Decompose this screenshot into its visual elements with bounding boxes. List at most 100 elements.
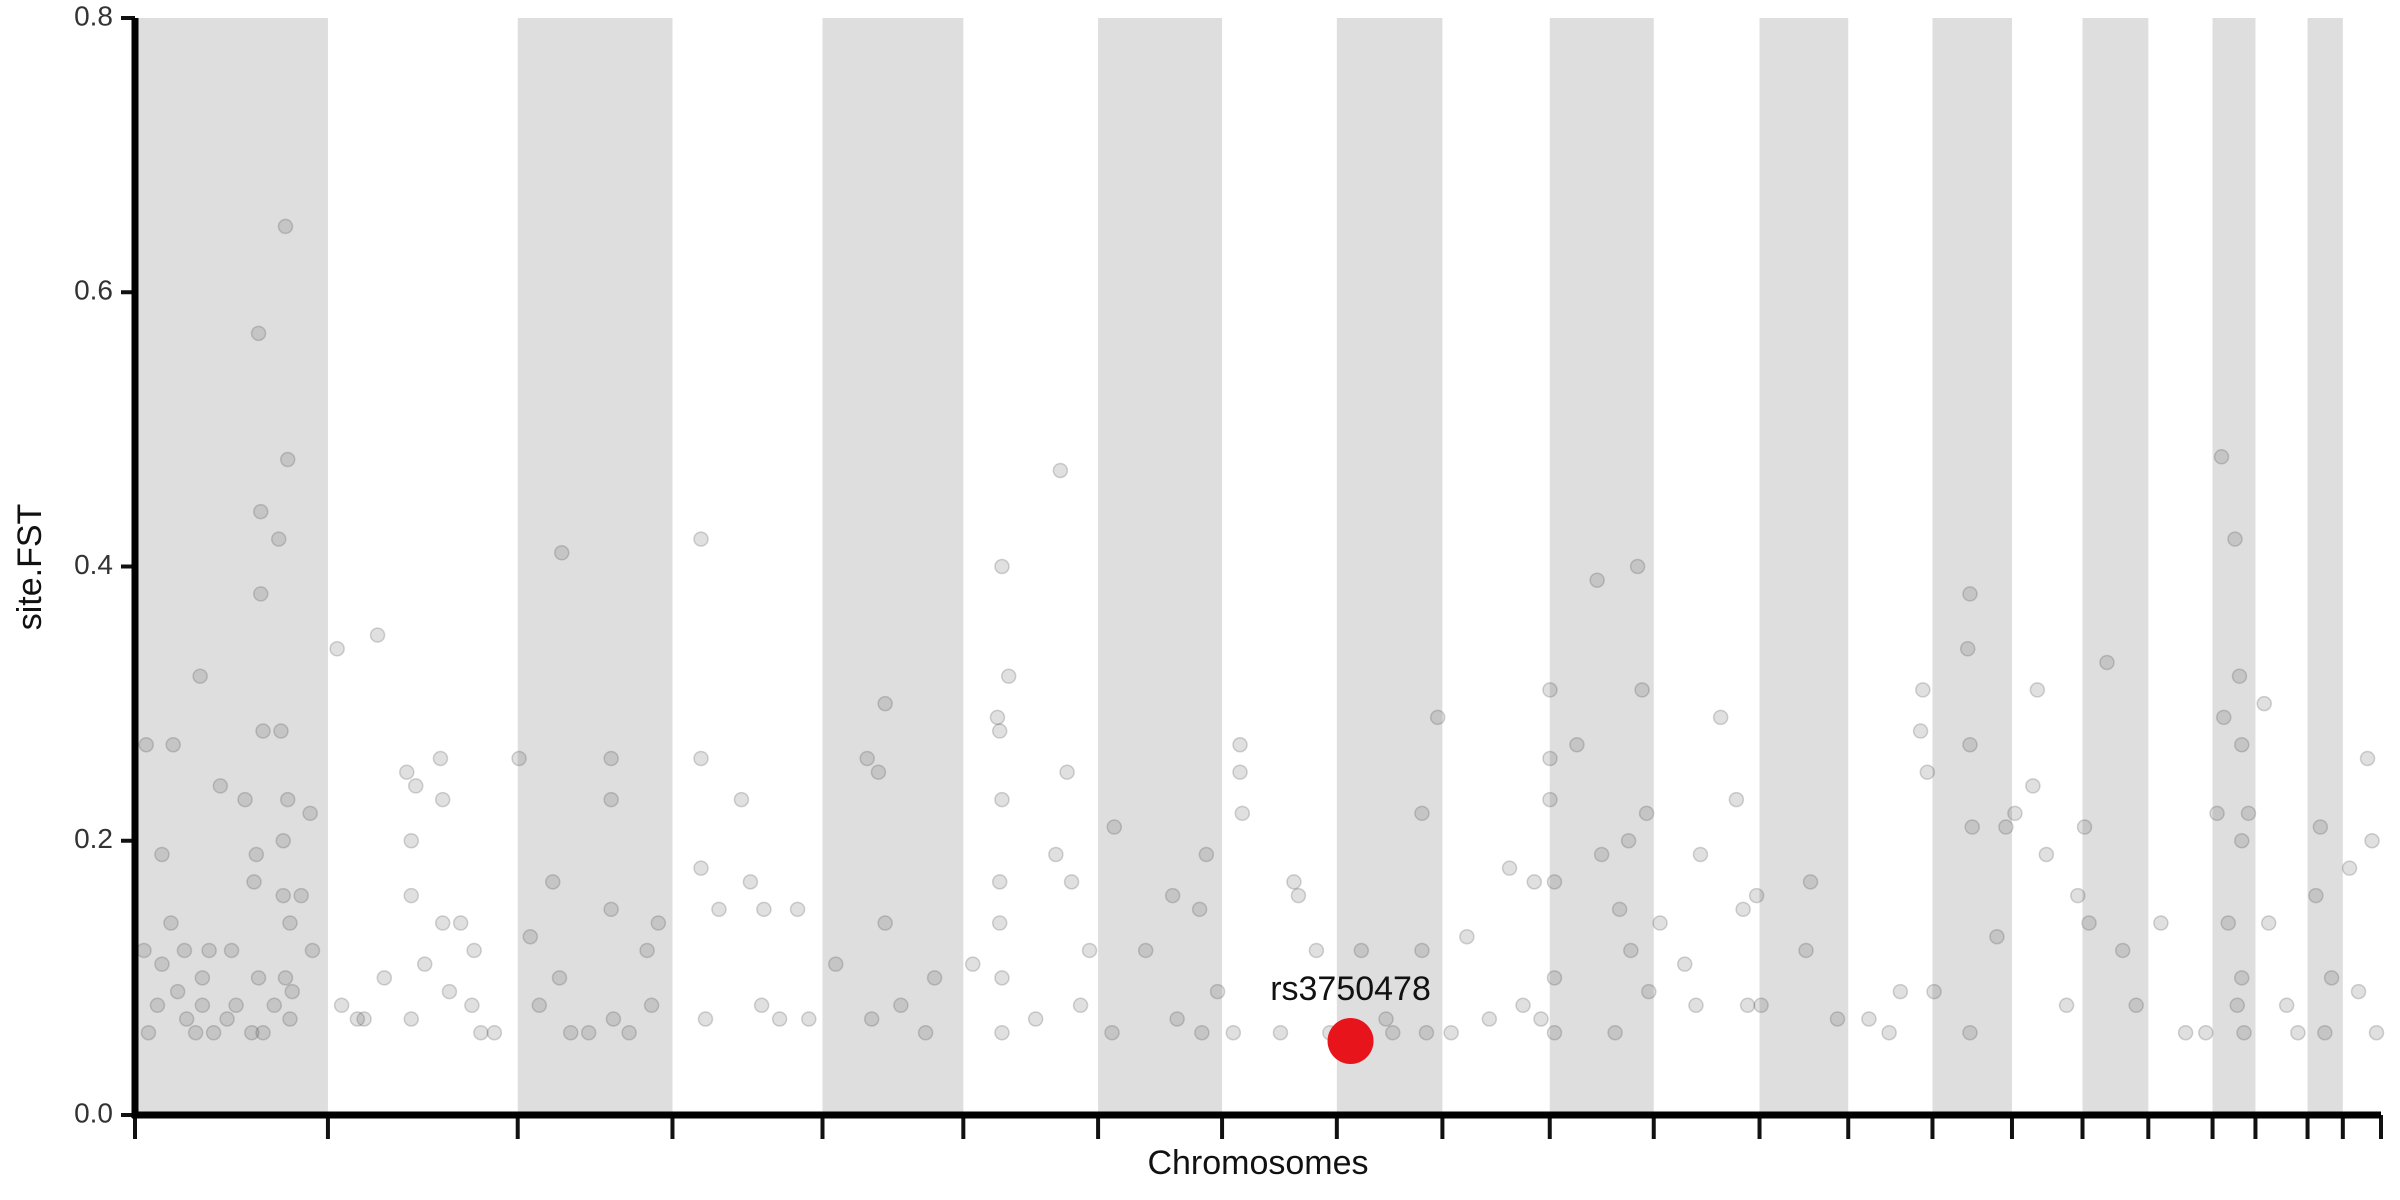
data-point: [333, 997, 350, 1014]
data-point: [2070, 887, 2086, 904]
data-point: [1915, 682, 1931, 698]
data-point: [277, 218, 294, 235]
data-point: [2323, 970, 2340, 986]
chromosome-band: [135, 18, 328, 1115]
data-point: [1989, 928, 2005, 945]
data-point: [2128, 997, 2144, 1014]
data-point: [1634, 682, 1650, 698]
y-tick-label: 0.2: [74, 823, 113, 854]
data-point: [994, 558, 1010, 575]
data-point: [522, 928, 539, 945]
data-point: [1225, 1024, 1242, 1041]
data-point: [926, 970, 943, 986]
data-point: [282, 1011, 298, 1027]
data-point: [2213, 449, 2230, 465]
data-point: [187, 1024, 204, 1041]
data-point: [1515, 997, 1531, 1014]
data-point: [1926, 983, 1942, 1000]
data-point: [1546, 874, 1563, 890]
data-point: [1593, 846, 1610, 863]
data-point: [1728, 791, 1745, 808]
data-point: [2058, 997, 2075, 1014]
data-point: [302, 805, 318, 822]
data-point: [650, 915, 667, 931]
data-point: [2233, 737, 2250, 753]
chromosome-band: [517, 18, 673, 1115]
data-point: [1081, 942, 1098, 959]
data-point: [408, 778, 424, 794]
data-point: [2233, 970, 2250, 986]
data-point: [2359, 750, 2376, 767]
data-point: [2290, 1024, 2306, 1041]
data-point: [551, 970, 568, 986]
data-point: [2350, 983, 2367, 1000]
chromosome-band: [1932, 18, 2012, 1115]
data-point: [282, 915, 298, 931]
data-point: [1104, 1024, 1120, 1041]
data-point: [266, 997, 283, 1014]
data-point: [1629, 558, 1646, 575]
data-point: [639, 942, 655, 959]
data-point: [223, 942, 240, 959]
data-point: [250, 325, 267, 342]
data-point: [994, 791, 1010, 808]
data-point: [349, 1011, 366, 1027]
data-point: [178, 1011, 195, 1027]
data-point: [1589, 572, 1605, 588]
data-point: [1881, 1024, 1897, 1041]
chromosome-band: [1549, 18, 1654, 1115]
data-point: [877, 695, 893, 712]
data-point: [176, 942, 193, 959]
data-point: [1533, 1011, 1549, 1027]
data-point: [434, 915, 451, 931]
data-point: [1027, 1011, 1044, 1027]
data-point: [2025, 778, 2041, 794]
data-point: [2029, 682, 2046, 698]
data-point: [1623, 942, 1639, 959]
data-point: [403, 887, 420, 904]
data-point: [893, 997, 909, 1014]
data-point: [248, 846, 265, 863]
data-point: [399, 764, 415, 780]
data-point: [2198, 1024, 2214, 1041]
data-point: [255, 1024, 271, 1041]
data-point: [1501, 860, 1518, 876]
data-point: [2278, 997, 2295, 1014]
data-point: [1194, 1024, 1210, 1041]
data-point: [1753, 997, 1769, 1014]
data-point: [553, 545, 570, 561]
data-point: [219, 1011, 235, 1027]
data-point: [1692, 846, 1709, 863]
data-point: [1272, 1024, 1289, 1041]
data-point: [1191, 901, 1208, 918]
data-point: [511, 750, 527, 767]
data-point: [991, 915, 1008, 931]
data-point: [154, 846, 170, 863]
data-point: [711, 901, 727, 918]
data-point: [486, 1024, 503, 1041]
chromosome-band: [2212, 18, 2256, 1115]
data-point: [205, 1024, 222, 1041]
data-point: [1542, 682, 1558, 698]
data-point: [1998, 819, 2014, 835]
y-tick-label: 0.4: [74, 549, 113, 580]
data-point: [304, 942, 321, 959]
chromosome-band: [1336, 18, 1443, 1115]
data-point: [2220, 915, 2237, 931]
data-point: [562, 1024, 579, 1041]
data-point: [1385, 1024, 1401, 1041]
data-point: [279, 451, 296, 468]
data-point: [1443, 1024, 1459, 1041]
data-point: [253, 586, 269, 602]
data-point: [2308, 887, 2324, 904]
data-point: [1892, 983, 1909, 1000]
data-point: [212, 778, 229, 794]
data-point: [2216, 709, 2232, 726]
data-point: [693, 531, 709, 547]
data-point: [1429, 709, 1446, 726]
data-point: [194, 997, 211, 1014]
data-point: [859, 750, 875, 767]
data-point: [2209, 805, 2225, 822]
chromosome-band: [822, 18, 964, 1115]
data-point: [1414, 805, 1430, 822]
